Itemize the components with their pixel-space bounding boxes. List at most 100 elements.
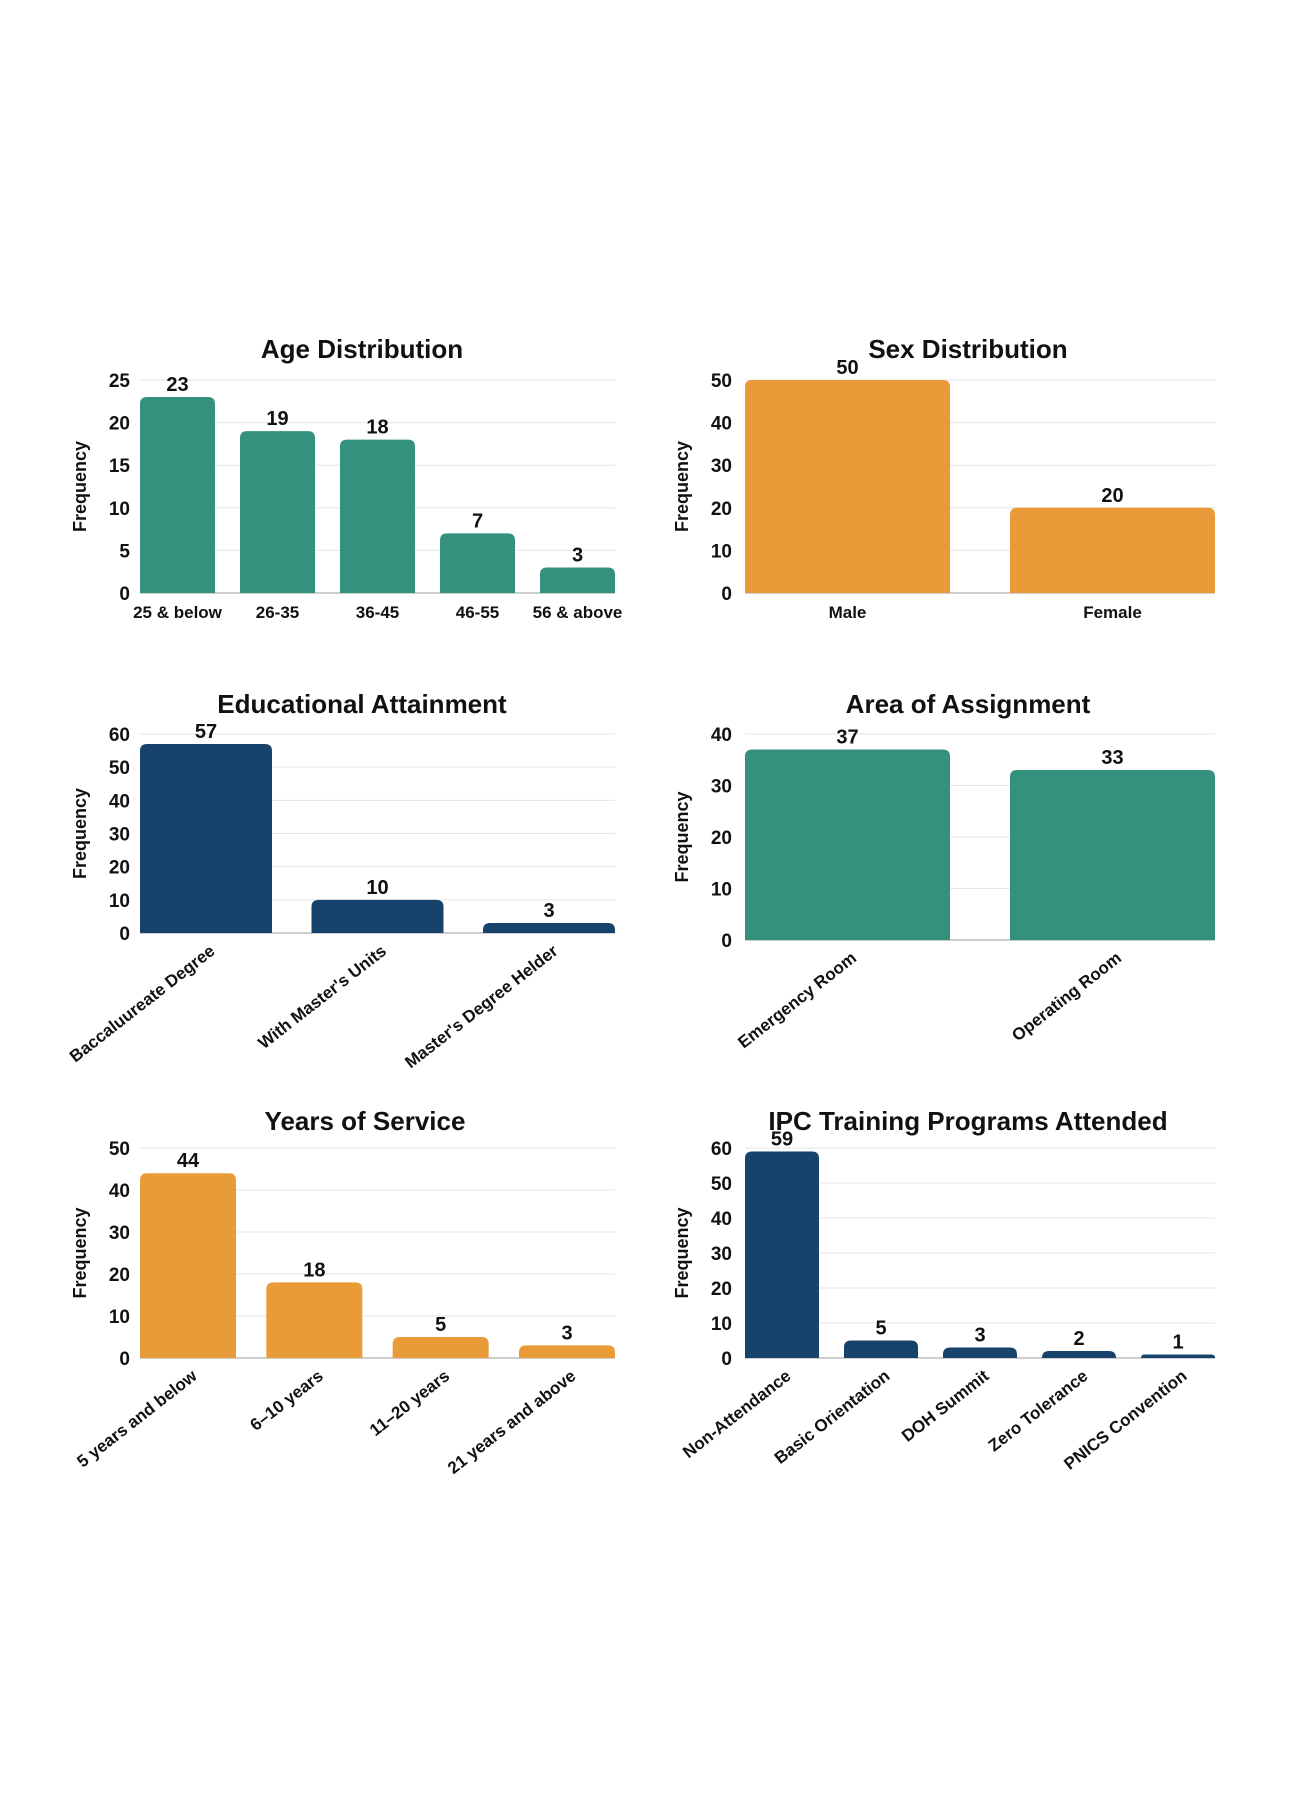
y-axis-label: Frequency xyxy=(672,791,692,882)
y-tick-label: 50 xyxy=(711,371,732,392)
bar-service-3 xyxy=(519,1345,615,1358)
y-tick-label: 10 xyxy=(711,1314,732,1335)
chart-title: Educational Attainment xyxy=(217,689,507,719)
y-tick-label: 30 xyxy=(711,1244,732,1265)
value-label: 3 xyxy=(561,1322,572,1344)
chart-title: Years of Service xyxy=(265,1106,466,1136)
bar-assignment-1 xyxy=(1010,770,1215,940)
value-label: 10 xyxy=(366,877,388,899)
y-tick-label: 10 xyxy=(109,1307,130,1328)
bar-education-1 xyxy=(311,899,444,933)
y-tick-label: 50 xyxy=(109,1139,130,1160)
category-label: Female xyxy=(1083,603,1142,622)
y-tick-label: 60 xyxy=(109,725,130,746)
chart-title: Sex Distribution xyxy=(868,334,1067,364)
value-label: 19 xyxy=(266,408,288,430)
chart-sex: Sex Distribution 0 10 20 30 40 50 Frequency 50 Ma… xyxy=(672,334,1215,622)
y-axis-label: Frequency xyxy=(70,1207,90,1298)
bar-age-1 xyxy=(240,431,315,593)
y-tick-label: 10 xyxy=(711,541,732,562)
value-label: 7 xyxy=(472,510,483,532)
value-label: 2 xyxy=(1073,1328,1084,1350)
y-tick-label: 30 xyxy=(711,456,732,477)
y-tick-label: 50 xyxy=(109,758,130,779)
y-tick-label: 10 xyxy=(109,499,130,520)
bar-age-3 xyxy=(440,533,515,593)
y-tick-label: 0 xyxy=(721,1349,732,1370)
value-label: 5 xyxy=(435,1314,446,1336)
y-axis-label: Frequency xyxy=(70,788,90,879)
value-label: 59 xyxy=(771,1129,793,1151)
y-tick-label: 20 xyxy=(109,414,130,435)
y-tick-label: 40 xyxy=(711,414,732,435)
y-tick-label: 10 xyxy=(109,891,130,912)
category-label: 46-55 xyxy=(456,603,499,622)
value-label: 5 xyxy=(875,1318,886,1340)
y-tick-label: 0 xyxy=(721,931,732,952)
bar-training-4 xyxy=(1141,1354,1215,1358)
y-tick-label: 0 xyxy=(119,1349,130,1370)
y-axis-label: Frequency xyxy=(70,441,90,532)
y-tick-label: 30 xyxy=(109,1223,130,1244)
chart-age: Age Distribution 0 5 10 15 20 25 Frequency 23 25 … xyxy=(70,334,622,622)
chart-title: IPC Training Programs Attended xyxy=(768,1106,1167,1136)
bar-education-0 xyxy=(140,743,272,933)
y-tick-label: 10 xyxy=(711,880,732,901)
y-tick-label: 0 xyxy=(119,924,130,945)
value-label: 50 xyxy=(836,357,858,379)
y-tick-label: 30 xyxy=(109,825,130,846)
bar-service-1 xyxy=(266,1282,363,1358)
chart-title: Age Distribution xyxy=(261,334,463,364)
y-tick-label: 20 xyxy=(711,1279,732,1300)
y-tick-label: 40 xyxy=(711,725,732,746)
y-tick-label: 50 xyxy=(711,1174,732,1195)
category-label: 25 & below xyxy=(133,603,223,622)
y-axis-label: Frequency xyxy=(672,1207,692,1298)
value-label: 18 xyxy=(303,1259,325,1281)
bar-age-4 xyxy=(540,567,615,593)
y-tick-label: 30 xyxy=(711,777,732,798)
y-tick-label: 40 xyxy=(109,791,130,812)
value-label: 3 xyxy=(543,900,554,922)
category-label: 36-45 xyxy=(356,603,399,622)
category-label: Male xyxy=(829,603,867,622)
value-label: 23 xyxy=(166,374,188,396)
y-tick-label: 20 xyxy=(109,858,130,879)
bar-assignment-0 xyxy=(745,749,950,940)
bar-education-2 xyxy=(483,923,615,933)
value-label: 3 xyxy=(974,1325,985,1347)
y-tick-label: 20 xyxy=(711,828,732,849)
chart-title: Area of Assignment xyxy=(846,689,1091,719)
category-label: 26-35 xyxy=(256,603,299,622)
y-tick-label: 20 xyxy=(711,499,732,520)
y-tick-label: 5 xyxy=(119,541,130,562)
value-label: 18 xyxy=(366,417,388,439)
value-label: 1 xyxy=(1172,1332,1183,1354)
y-tick-label: 40 xyxy=(711,1209,732,1230)
value-label: 20 xyxy=(1101,485,1123,507)
bar-service-0 xyxy=(140,1173,236,1358)
y-tick-label: 60 xyxy=(711,1139,732,1160)
y-axis-label: Frequency xyxy=(672,441,692,532)
y-tick-label: 40 xyxy=(109,1181,130,1202)
y-tick-label: 0 xyxy=(119,584,130,605)
bar-training-0 xyxy=(745,1151,819,1358)
value-label: 33 xyxy=(1101,747,1123,769)
bar-training-2 xyxy=(943,1347,1017,1358)
y-tick-label: 15 xyxy=(109,456,131,477)
y-tick-label: 20 xyxy=(109,1265,130,1286)
value-label: 3 xyxy=(572,544,583,566)
bar-sex-0 xyxy=(745,380,950,593)
bar-age-0 xyxy=(140,397,215,593)
value-label: 44 xyxy=(177,1150,200,1172)
bar-sex-1 xyxy=(1010,507,1215,593)
bar-age-2 xyxy=(340,439,415,593)
y-tick-label: 0 xyxy=(721,584,732,605)
value-label: 57 xyxy=(195,721,217,743)
bar-training-3 xyxy=(1042,1351,1116,1358)
y-tick-label: 25 xyxy=(109,371,131,392)
category-label: 56 & above xyxy=(533,603,623,622)
value-label: 37 xyxy=(836,726,858,748)
bar-service-2 xyxy=(392,1337,489,1358)
